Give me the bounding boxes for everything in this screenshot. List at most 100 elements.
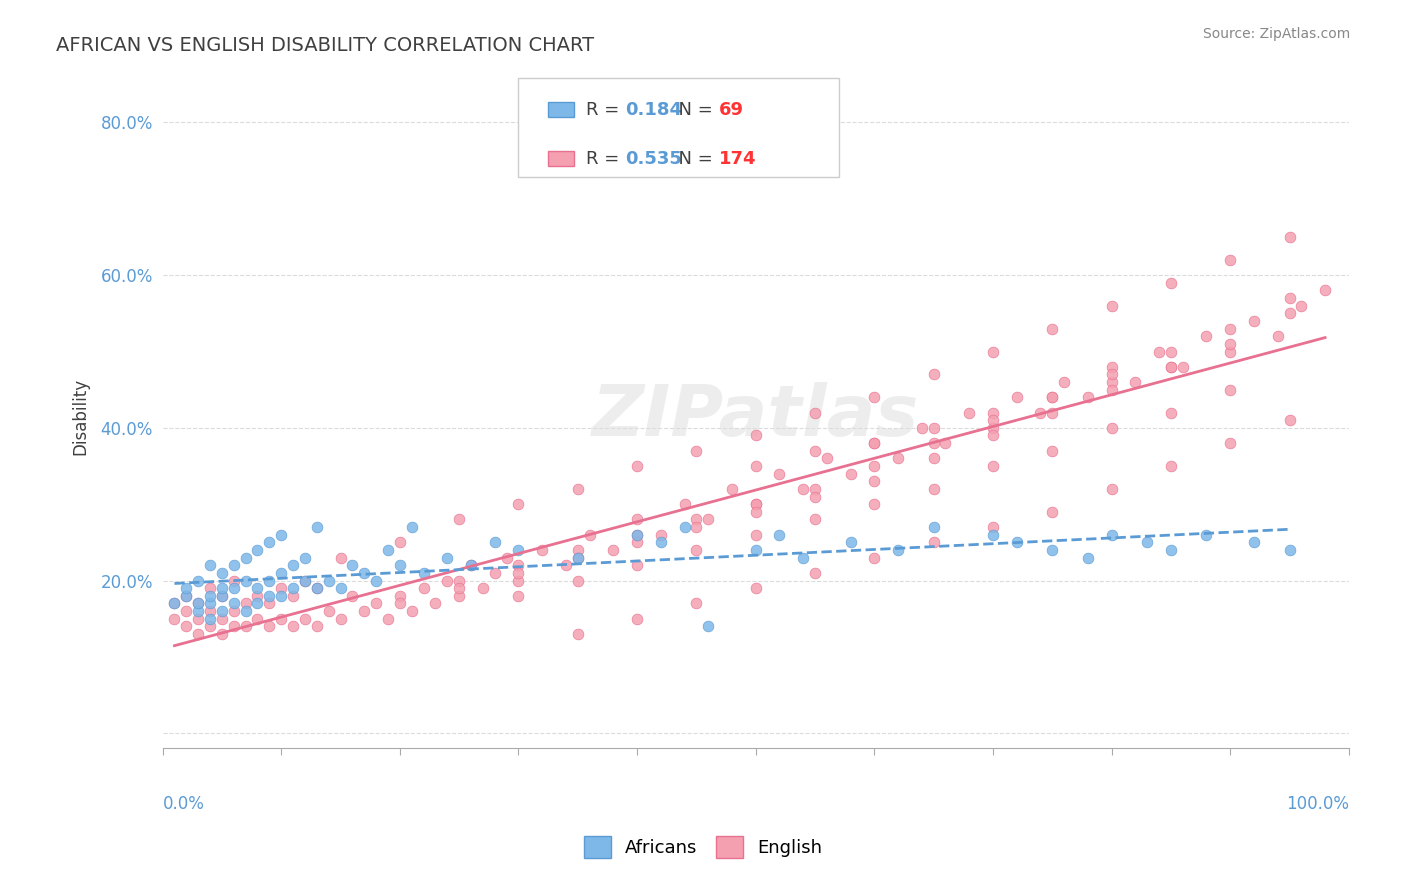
Point (342, 558, 364, 573)
Point (792, 550, 814, 565)
Point (815, 451, 838, 466)
Point (1278, 291, 1301, 305)
Point (1077, 550, 1099, 565)
Point (1219, 337, 1241, 351)
Point (957, 406, 980, 420)
Point (804, 406, 827, 420)
Point (401, 520, 423, 534)
Point (211, 581, 233, 595)
Legend: Africans, English: Africans, English (576, 829, 830, 865)
Point (768, 467, 790, 481)
Point (567, 482, 589, 496)
Point (259, 535, 281, 549)
Point (508, 497, 530, 511)
Point (1278, 413, 1301, 427)
Point (281, 581, 304, 595)
Point (1077, 390, 1099, 404)
Point (1219, 252, 1241, 267)
Point (294, 574, 316, 588)
Point (377, 612, 399, 626)
Point (863, 550, 886, 565)
Text: Source: ZipAtlas.com: Source: ZipAtlas.com (1202, 27, 1350, 41)
Text: N =: N = (666, 150, 718, 168)
Point (246, 589, 269, 603)
Point (187, 574, 209, 588)
Point (187, 596, 209, 610)
Point (270, 527, 292, 541)
Point (235, 596, 257, 610)
Point (176, 604, 198, 618)
Point (1123, 375, 1146, 389)
Point (1101, 368, 1123, 382)
Point (187, 596, 209, 610)
Point (1219, 344, 1241, 359)
Point (163, 596, 186, 610)
Point (211, 566, 233, 580)
Point (305, 619, 328, 633)
Point (1278, 306, 1301, 320)
Point (1267, 329, 1289, 343)
Point (744, 497, 766, 511)
Point (1005, 535, 1028, 549)
Point (1219, 321, 1241, 335)
Point (388, 596, 411, 610)
Point (198, 619, 221, 633)
Point (673, 497, 696, 511)
Point (863, 458, 886, 473)
Text: 69: 69 (718, 101, 744, 119)
Point (449, 512, 471, 526)
Point (198, 558, 221, 573)
Point (259, 619, 281, 633)
Point (626, 527, 648, 541)
Point (981, 458, 1004, 473)
Point (863, 390, 886, 404)
Point (1219, 383, 1241, 397)
Point (1101, 299, 1123, 313)
Point (673, 520, 696, 534)
Point (981, 527, 1004, 541)
Point (235, 574, 257, 588)
Point (305, 581, 328, 595)
Point (211, 627, 233, 641)
Point (471, 581, 494, 595)
Text: R =: R = (586, 150, 626, 168)
Point (863, 436, 886, 450)
Point (981, 520, 1004, 534)
Point (1040, 321, 1063, 335)
Point (1040, 390, 1063, 404)
Point (305, 520, 328, 534)
Point (1040, 443, 1063, 458)
Point (981, 428, 1004, 442)
Point (281, 589, 304, 603)
Point (1243, 314, 1265, 328)
Point (294, 574, 316, 588)
Point (626, 535, 648, 549)
Point (460, 558, 482, 573)
Point (697, 619, 720, 633)
Point (449, 589, 471, 603)
FancyBboxPatch shape (548, 152, 574, 166)
Point (922, 436, 945, 450)
Point (1291, 299, 1313, 313)
Point (626, 612, 648, 626)
Y-axis label: Disability: Disability (72, 378, 89, 455)
Text: ZIPatlas: ZIPatlas (592, 382, 920, 450)
Point (792, 482, 814, 496)
Point (1101, 421, 1123, 435)
Point (650, 535, 672, 549)
Point (508, 558, 530, 573)
Point (1160, 276, 1182, 290)
Point (1040, 406, 1063, 420)
Point (270, 589, 292, 603)
Point (1160, 543, 1182, 558)
Point (744, 505, 766, 519)
Point (626, 512, 648, 526)
Point (449, 574, 471, 588)
Point (839, 467, 862, 481)
Text: AFRICAN VS ENGLISH DISABILITY CORRELATION CHART: AFRICAN VS ENGLISH DISABILITY CORRELATIO… (56, 36, 595, 54)
Point (364, 574, 387, 588)
Point (211, 589, 233, 603)
Point (163, 596, 186, 610)
Point (768, 527, 790, 541)
Point (685, 520, 707, 534)
